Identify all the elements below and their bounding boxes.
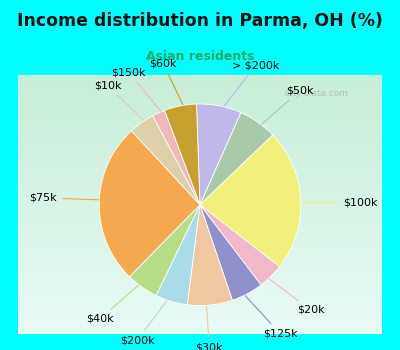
Text: $150k: $150k [111, 67, 161, 111]
Text: $200k: $200k [120, 301, 167, 345]
Text: $125k: $125k [245, 296, 297, 338]
Wedge shape [156, 205, 200, 305]
Wedge shape [132, 116, 200, 205]
Wedge shape [200, 205, 280, 285]
Wedge shape [200, 113, 273, 205]
Wedge shape [99, 131, 200, 277]
Text: City-Data.com: City-Data.com [284, 89, 348, 98]
Text: > $200k: > $200k [224, 60, 280, 106]
Wedge shape [153, 110, 200, 205]
Text: $75k: $75k [30, 193, 98, 203]
Text: Income distribution in Parma, OH (%): Income distribution in Parma, OH (%) [17, 12, 383, 30]
Text: $60k: $60k [150, 58, 183, 105]
Text: $30k: $30k [196, 306, 223, 350]
Wedge shape [200, 205, 261, 300]
Text: $10k: $10k [94, 80, 144, 120]
Text: $20k: $20k [269, 279, 325, 315]
Wedge shape [187, 205, 232, 306]
Wedge shape [130, 205, 200, 295]
Wedge shape [165, 104, 200, 205]
Wedge shape [196, 104, 241, 205]
Text: $50k: $50k [262, 86, 314, 124]
Wedge shape [200, 135, 301, 267]
Text: Asian residents: Asian residents [146, 50, 254, 63]
Text: $100k: $100k [302, 197, 378, 208]
Text: $40k: $40k [86, 285, 138, 324]
